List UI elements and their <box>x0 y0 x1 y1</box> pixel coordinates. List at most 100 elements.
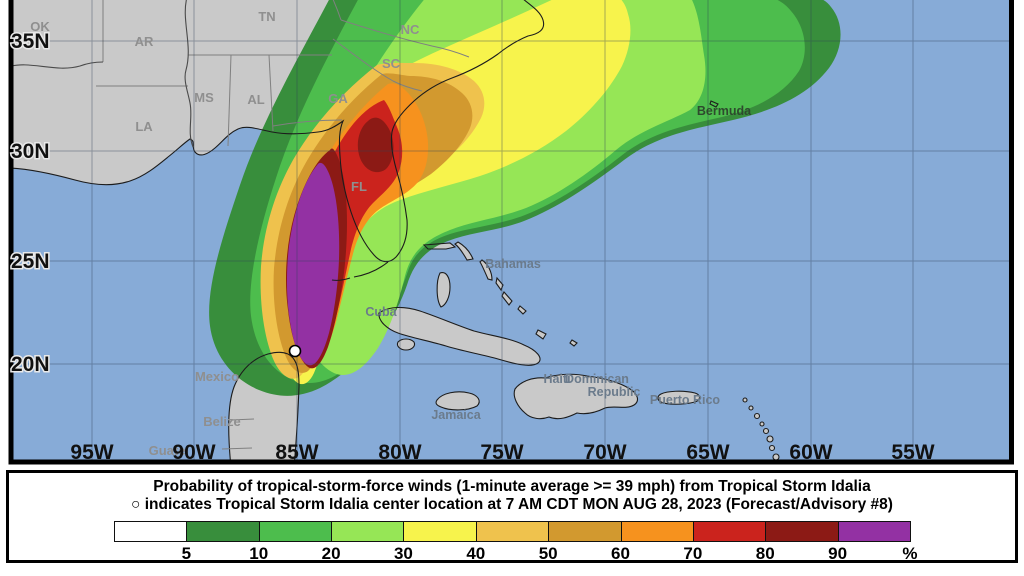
bermuda-island-coast <box>709 100 719 108</box>
legend-segment: 60 <box>548 521 630 563</box>
isle-of-youth <box>397 339 415 350</box>
lesser-antilles-islet-coast <box>759 421 765 427</box>
map-label: SC <box>382 56 401 71</box>
us-mainland-coast <box>11 0 545 263</box>
map-label: 70W <box>583 441 626 464</box>
lesser-antilles-islet-coast <box>753 412 761 420</box>
map-label: 75W <box>480 441 523 464</box>
lesser-antilles-islet <box>743 398 747 402</box>
lesser-antilles-islet <box>754 413 760 419</box>
map-label: 85W <box>275 441 318 464</box>
lesser-antilles-islet <box>773 454 779 460</box>
map-label: LA <box>135 119 153 134</box>
turks-coast <box>569 339 578 347</box>
map-label: Mexico <box>195 369 239 384</box>
inagua <box>536 330 546 339</box>
abaco-coast <box>454 241 474 261</box>
ga-fl-border <box>272 119 343 127</box>
map-label: 60W <box>789 441 832 464</box>
rivers <box>11 0 194 148</box>
legend-segment: 40 <box>403 521 485 563</box>
map-label: FL <box>351 179 367 194</box>
legend-threshold-label: 80 <box>755 544 775 563</box>
map-label: Guate <box>149 443 186 458</box>
map-labels: OK AR TN MS AL LA GA SC NC FL Mexico Belize Guate Cub… <box>30 9 935 464</box>
latitude-label: 35N <box>11 30 50 53</box>
latitude-label: 20N <box>11 353 50 376</box>
map-label: Haiti <box>543 372 570 386</box>
map-label: 55W <box>891 441 934 464</box>
map-label: OK <box>30 19 50 34</box>
lesser-antilles-islet-coast <box>768 444 776 452</box>
cat-island <box>496 278 503 290</box>
probability-legend: 5 10 20 30 40 50 60 70 80 90% <box>114 521 918 563</box>
map-label: 90W <box>172 441 215 464</box>
cuba <box>378 307 541 366</box>
legend-segment: 5 <box>114 521 191 563</box>
map-label: Puerto Rico <box>650 393 721 407</box>
caption-box: Probability of tropical-storm-force wind… <box>6 470 1018 563</box>
belize-guatemala-border <box>221 447 253 450</box>
eleuthera-coast <box>479 259 493 281</box>
isle-of-youth-coast <box>396 338 416 351</box>
abaco <box>455 242 473 260</box>
legend-threshold-label: 60 <box>611 544 630 563</box>
legend-threshold-label: 90 <box>828 544 848 563</box>
map-label: 65W <box>686 441 729 464</box>
map-label: Bermuda <box>697 104 752 118</box>
map-label: TN <box>258 9 275 24</box>
legend-threshold-label: 30 <box>393 544 413 563</box>
lesser-antilles-islet-coast <box>766 435 774 443</box>
jamaica-coast <box>435 391 480 411</box>
legend-segment: 50 <box>475 521 558 563</box>
map-label: AR <box>135 34 154 49</box>
caption-line-1: Probability of tropical-storm-force wind… <box>153 478 871 495</box>
map-label: 95W <box>70 441 113 464</box>
wind-probability-map: OK AR TN MS AL LA GA SC NC FL Mexico Belize Guate Cub… <box>8 0 1014 465</box>
hispaniola-coast <box>513 373 639 420</box>
ms-al-border <box>227 54 232 147</box>
cat-island-coast <box>495 276 504 292</box>
latitude-label: 30N <box>11 140 50 163</box>
grand-bahama-coast <box>422 242 457 250</box>
puerto-rico-coast <box>657 390 701 405</box>
lesser-antilles-islet <box>760 422 764 426</box>
lesser-antilles-islet <box>763 428 769 434</box>
map-label: MS <box>194 90 214 105</box>
map-frame-border <box>8 0 1014 465</box>
crooked-island-coast <box>517 305 527 315</box>
wind-probability-bands <box>209 0 841 396</box>
lesser-antilles-islet-coast <box>748 405 754 411</box>
map-label: Cuba <box>365 305 397 319</box>
andros <box>437 272 450 307</box>
state-borders <box>96 0 470 450</box>
yucatan-coast <box>228 351 300 462</box>
map-label: Bahamas <box>485 257 541 271</box>
probability-band-90 <box>286 162 340 366</box>
lesser-antilles-islet-coast <box>762 427 770 435</box>
puerto-rico <box>658 391 700 405</box>
map-label: Belize <box>203 414 241 429</box>
legend-threshold-label: 70 <box>683 544 703 563</box>
map-label: NC <box>401 22 420 37</box>
coastlines <box>11 0 780 462</box>
long-island <box>502 292 512 305</box>
latlon-grid <box>11 0 1011 462</box>
legend-segment: 10 <box>186 521 268 563</box>
long-island-coast <box>501 291 513 306</box>
florida-keys <box>331 261 389 281</box>
tn-nc-border <box>332 0 342 21</box>
lesser-antilles-islet <box>769 445 775 451</box>
al-ga-border <box>268 54 274 132</box>
lesser-antilles-islet <box>767 436 773 442</box>
legend-threshold-label: 50 <box>538 544 558 563</box>
map-label: AL <box>247 92 264 107</box>
crooked-island <box>518 306 526 314</box>
legend-segment: 90 <box>765 521 847 563</box>
legend-threshold-label: % <box>902 544 918 563</box>
mississippi-river <box>184 0 194 148</box>
ga-sc-border <box>332 38 423 92</box>
legend-segment: % <box>837 521 918 563</box>
map-label: Jamaica <box>431 408 481 422</box>
storm-center-marker <box>288 344 302 358</box>
